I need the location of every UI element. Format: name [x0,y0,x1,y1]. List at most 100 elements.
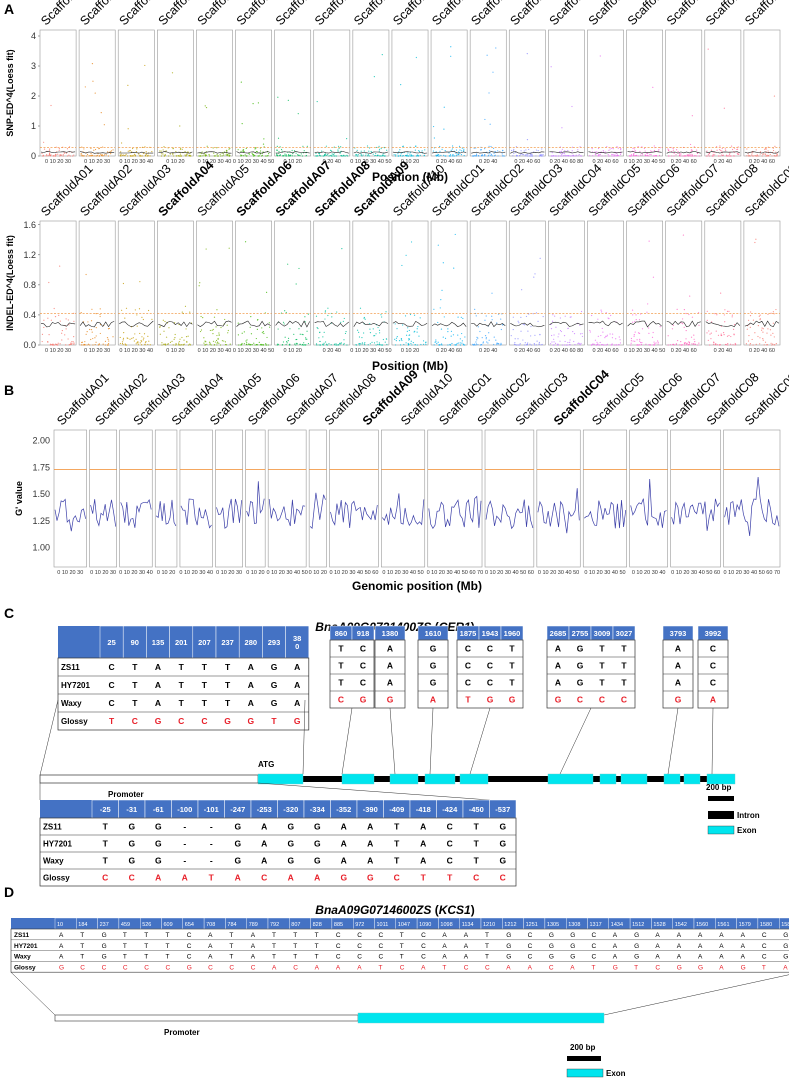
data-point [730,335,732,338]
data-point [632,147,634,150]
data-point [215,326,217,328]
data-point [257,319,259,321]
allele: G [430,644,437,654]
data-point [437,153,440,156]
data-point [81,146,83,148]
data-point [492,71,494,73]
allele: A [655,932,660,939]
data-point [436,342,438,345]
sample-name: HY7201 [61,681,90,690]
allele: G [430,661,437,671]
position-label: 25 [107,638,115,647]
loess-line [549,321,584,327]
data-point [245,340,247,342]
data-point [658,154,661,157]
data-point [456,342,458,345]
data-point [375,333,377,335]
data-point [602,149,604,152]
data-point [601,327,603,330]
data-point [592,155,594,157]
data-point [125,153,127,155]
allele: G [555,695,562,705]
position-label: 1251 [526,922,538,928]
data-point [185,328,187,330]
data-point [346,137,348,140]
data-point [241,342,243,345]
data-point [477,326,479,328]
data-point [631,309,634,311]
data-point [262,344,264,346]
connector [469,707,491,775]
data-point [747,319,750,321]
allele: A [555,644,561,654]
data-point [151,150,153,153]
data-point [454,344,456,346]
data-point [493,336,495,338]
data-point [529,343,531,345]
allele: C [208,964,213,971]
data-point [410,340,412,342]
data-point [261,154,263,156]
data-point [208,154,210,156]
data-point [464,344,466,346]
data-point [691,316,694,318]
facet-frame [743,220,781,346]
position-label: 3009 [594,629,611,638]
data-point [159,333,161,335]
data-point [396,328,398,330]
data-point [676,308,678,310]
data-point [298,328,300,330]
data-point [564,150,566,152]
data-point [372,153,374,155]
data-point [697,312,700,314]
data-point [542,315,544,318]
data-point [147,335,149,337]
data-point [720,292,722,294]
data-point [635,155,637,157]
allele: T [272,943,276,950]
data-point [87,343,90,345]
data-point [333,155,336,157]
exon-label: Exon [606,1069,626,1078]
position-label: 207 [198,638,211,647]
data-point [605,344,607,346]
data-point [514,341,516,344]
data-point [607,317,609,319]
data-point [185,155,187,157]
data-point [706,319,708,321]
data-point [712,155,715,157]
data-point [453,155,456,157]
data-point [221,340,224,342]
data-point [711,155,714,157]
data-point [330,344,332,346]
allele: A [675,661,681,671]
x-tick-label: 0 10 20 [401,348,419,354]
data-point [202,317,204,319]
data-point [632,155,634,157]
position-label: 1434 [611,922,623,928]
data-point [601,155,603,157]
facet-frame [582,429,627,568]
sample-name: HY7201 [14,943,38,950]
data-point [472,155,474,157]
data-point [405,342,407,344]
g-prime-line [180,498,212,529]
data-point [672,147,674,150]
data-point [686,342,688,344]
loess-line [275,320,310,328]
data-point [216,334,218,337]
data-point [414,344,416,346]
panel-label-b: B [4,382,14,398]
data-point [411,155,413,157]
data-point [131,337,133,340]
data-point [397,155,400,157]
data-point [638,332,641,335]
data-point [755,343,757,345]
data-point [393,154,395,156]
facet-frame [587,29,624,157]
data-point [657,343,659,345]
data-point [539,333,541,336]
data-point [561,344,564,346]
allele: G [570,954,575,961]
